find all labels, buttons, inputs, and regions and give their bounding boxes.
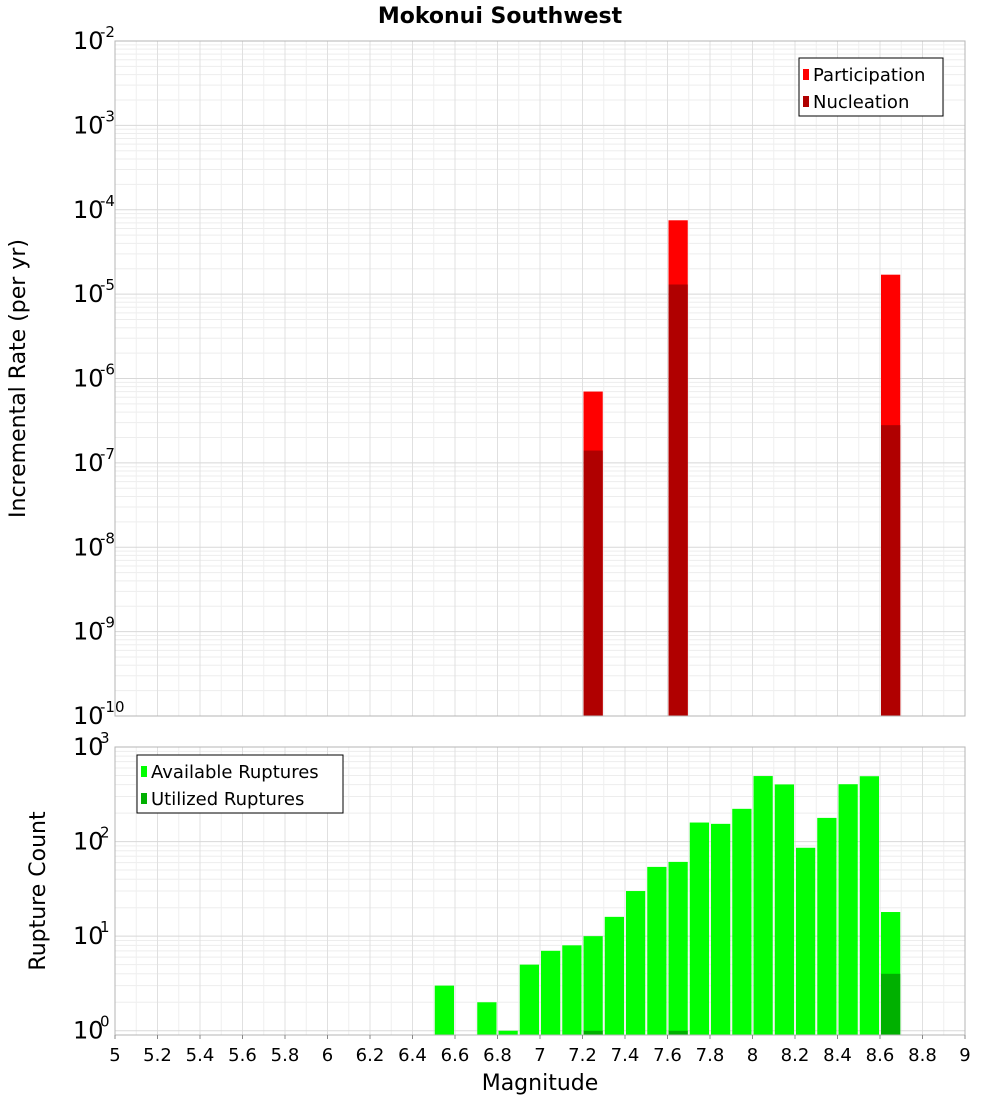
bar-count-utilized-ruptures: [668, 1030, 688, 1035]
y-tick-label: 10: [73, 27, 104, 55]
bar-count-available-ruptures: [477, 1002, 497, 1035]
y-tick-exponent: -3: [100, 107, 115, 125]
x-tick-label: 5.4: [186, 1045, 215, 1066]
x-tick-label: 7: [534, 1045, 545, 1066]
y-tick-label: 10: [73, 618, 104, 646]
bar-count-available-ruptures: [796, 847, 816, 1035]
y-tick-label: 10: [73, 449, 104, 477]
y-tick-exponent: -4: [100, 192, 115, 210]
x-tick-label: 8: [747, 1045, 758, 1066]
plot-frame: [114, 40, 966, 717]
bar-count-available-ruptures: [498, 1030, 518, 1035]
legend-count-box: [136, 754, 344, 814]
bar-count-utilized-ruptures: [881, 973, 901, 1035]
bar-count-available-ruptures: [689, 822, 709, 1035]
bar-count-available-ruptures: [626, 891, 646, 1035]
bar-count-available-ruptures: [562, 945, 582, 1035]
y-tick-label: 10: [73, 702, 104, 730]
bar-rate-nucleation: [881, 425, 901, 716]
legend-rate-box: [798, 57, 944, 117]
legend-rate-swatch: [803, 69, 809, 80]
x-tick-label: 7.2: [568, 1045, 597, 1066]
bar-count-available-ruptures: [753, 776, 773, 1035]
x-tick-label: 8.2: [781, 1045, 810, 1066]
bar-count-available-ruptures: [434, 985, 454, 1035]
x-tick-label: 5.8: [271, 1045, 300, 1066]
chart-title: Mokonui Southwest: [378, 4, 623, 29]
y-tick-label: 10: [73, 533, 104, 561]
top-panel-rate-chart: 10-210-310-410-510-610-710-810-910-10Inc…: [6, 23, 966, 730]
legend-rate-label: Participation: [813, 65, 925, 86]
bar-count-available-ruptures: [711, 823, 731, 1035]
y-axis-label: Rupture Count: [26, 811, 51, 971]
y-tick-exponent: -10: [100, 698, 125, 716]
x-tick-label: 5.2: [143, 1045, 172, 1066]
bar-count-available-ruptures: [838, 784, 858, 1035]
x-tick-label: 6.4: [398, 1045, 427, 1066]
bar-rate-nucleation: [583, 450, 603, 716]
bar-count-available-ruptures: [519, 964, 539, 1035]
x-tick-label: 7.6: [653, 1045, 682, 1066]
x-tick-label: 6: [322, 1045, 333, 1066]
x-tick-label: 6.6: [441, 1045, 470, 1066]
y-tick-label: 10: [73, 828, 104, 856]
legend-count-label: Utilized Ruptures: [151, 789, 304, 810]
bar-count-available-ruptures: [774, 784, 794, 1035]
bar-count-utilized-ruptures: [583, 1030, 603, 1035]
y-tick-exponent: -2: [100, 23, 115, 41]
x-tick-label: 7.4: [611, 1045, 640, 1066]
y-tick-label: 10: [73, 196, 104, 224]
x-axis-label: Magnitude: [482, 1071, 599, 1096]
bar-count-available-ruptures: [541, 950, 561, 1035]
y-tick-exponent: 3: [100, 729, 110, 747]
y-axis-label: Incremental Rate (per yr): [6, 239, 31, 518]
x-tick-label: 8.6: [866, 1045, 895, 1066]
y-tick-exponent: -9: [100, 614, 115, 632]
y-tick-exponent: 1: [100, 918, 110, 936]
bar-count-available-ruptures: [732, 808, 752, 1035]
y-tick-label: 10: [73, 111, 104, 139]
y-tick-label: 10: [73, 733, 104, 761]
y-tick-label: 10: [73, 280, 104, 308]
legend-rate-label: Nucleation: [813, 92, 909, 113]
y-tick-exponent: -7: [100, 445, 115, 463]
y-tick-exponent: 0: [100, 1013, 110, 1031]
legend-count-label: Available Ruptures: [151, 762, 319, 783]
x-tick-label: 7.8: [696, 1045, 725, 1066]
y-tick-label: 10: [73, 1017, 104, 1045]
x-tick-label: 6.2: [356, 1045, 385, 1066]
x-tick-label: 5: [109, 1045, 120, 1066]
bar-count-available-ruptures: [668, 861, 688, 1035]
legend-rate-swatch: [803, 96, 809, 107]
bar-rate-nucleation: [668, 284, 688, 716]
y-tick-exponent: -8: [100, 529, 115, 547]
bar-count-available-ruptures: [817, 817, 837, 1035]
legend-count-swatch: [141, 793, 147, 804]
bar-count-available-ruptures: [859, 776, 879, 1035]
x-tick-label: 9: [959, 1045, 970, 1066]
y-tick-exponent: -5: [100, 276, 115, 294]
y-tick-label: 10: [73, 365, 104, 393]
legend-count-swatch: [141, 766, 147, 777]
x-tick-label: 5.6: [228, 1045, 257, 1066]
bar-count-available-ruptures: [583, 936, 603, 1035]
x-tick-label: 6.8: [483, 1045, 512, 1066]
bar-count-available-ruptures: [604, 916, 624, 1035]
y-tick-exponent: 2: [100, 824, 110, 842]
x-tick-label: 8.4: [823, 1045, 852, 1066]
y-tick-label: 10: [73, 922, 104, 950]
x-tick-label: 8.8: [908, 1045, 937, 1066]
bar-count-available-ruptures: [647, 866, 667, 1035]
y-tick-exponent: -6: [100, 361, 115, 379]
